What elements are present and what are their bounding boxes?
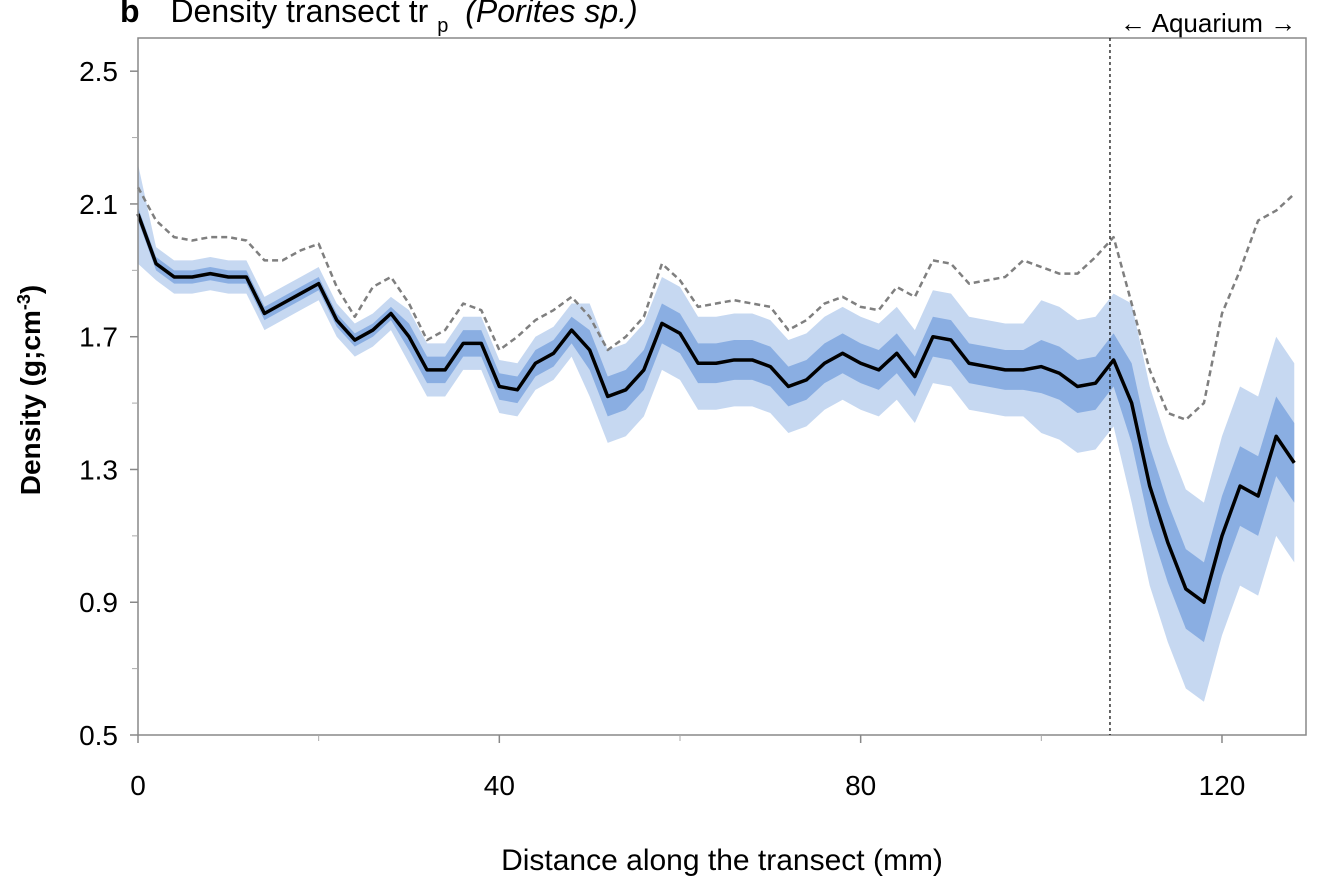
x-axis-label: Distance along the transect (mm) xyxy=(501,844,943,877)
y-label-text: Density (g;cm xyxy=(15,310,46,495)
y-label-superscript: -3 xyxy=(14,294,34,310)
title-text: Density transect tr xyxy=(170,0,428,29)
x-tick-label: 80 xyxy=(845,770,876,801)
chart-title: b Density transect tr p (Porites sp.) xyxy=(120,0,638,39)
dashed-line xyxy=(136,186,1296,421)
y-tick-label: 0.9 xyxy=(79,587,118,618)
panel-letter: b xyxy=(120,0,140,29)
y-tick-label: 0.5 xyxy=(79,720,118,751)
annotation: ← Aquarium → xyxy=(1120,8,1296,38)
x-tick-label: 40 xyxy=(484,770,515,801)
mean-line xyxy=(136,213,1296,604)
band xyxy=(138,207,1295,643)
title-species: (Porites sp.) xyxy=(465,0,637,29)
y-tick-label: 2.1 xyxy=(79,189,118,220)
y-axis-label: Density (g;cm-3) xyxy=(14,285,46,496)
title-subscript: p xyxy=(437,15,448,37)
y-tick-label: 2.5 xyxy=(79,56,118,87)
band xyxy=(138,164,1295,702)
x-tick-label: 120 xyxy=(1199,770,1246,801)
y-tick-label: 1.3 xyxy=(79,454,118,485)
y-label-end: ) xyxy=(15,285,46,294)
y-tick-label: 1.7 xyxy=(79,322,118,353)
x-tick-label: 0 xyxy=(130,770,146,801)
plot-frame xyxy=(137,37,1307,736)
